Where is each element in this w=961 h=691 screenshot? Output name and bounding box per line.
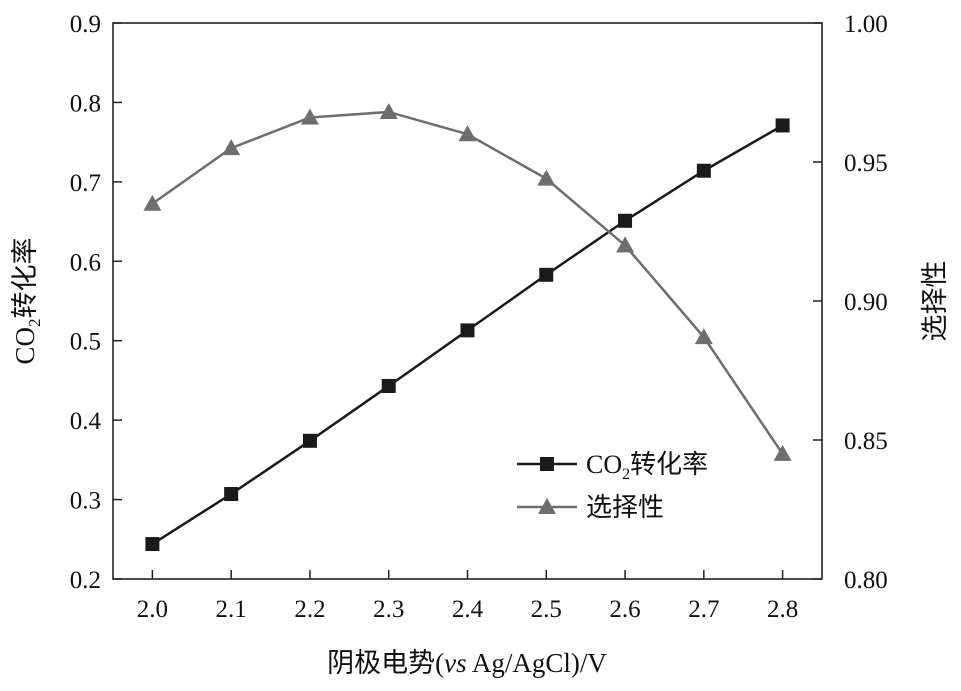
- left-tick-label: 0.5: [70, 329, 101, 356]
- data-point-conversion: [145, 537, 160, 552]
- data-point-selectivity: [694, 328, 713, 345]
- left-tick-label: 0.4: [70, 408, 102, 435]
- right-tick-label: 1.00: [844, 11, 888, 38]
- right-axis-ticks: 0.80 0.85 0.90 0.95 1.00: [813, 11, 888, 594]
- legend-marker-conversion: [540, 457, 554, 471]
- left-tick-label: 0.7: [70, 170, 101, 197]
- legend-label-conversion: CO2转化率: [586, 450, 708, 483]
- data-point-selectivity: [458, 125, 477, 142]
- x-tick-label: 2.6: [609, 596, 640, 623]
- left-tick-label: 0.3: [70, 488, 101, 515]
- data-point-conversion: [224, 487, 239, 502]
- legend-label-conversion-sub: 2: [622, 466, 630, 483]
- plot-frame: [112, 22, 823, 580]
- x-tick-label: 2.1: [216, 596, 247, 623]
- left-tick-label: 0.9: [70, 11, 101, 38]
- left-axis-title-main: CO: [10, 327, 40, 365]
- legend-label-selectivity: 选择性: [586, 493, 664, 522]
- x-axis-title: 阴极电势(vs Ag/AgCl)/V: [327, 648, 607, 678]
- data-point-conversion: [381, 378, 396, 393]
- data-point-conversion: [539, 267, 554, 282]
- data-point-conversion: [696, 163, 711, 178]
- legend: CO2转化率 选择性: [517, 450, 708, 522]
- x-axis-ticks: 2.0 2.1 2.2 2.3 2.4 2.5 2.6 2.7 2.8: [137, 570, 798, 623]
- data-point-selectivity: [143, 194, 162, 211]
- right-axis-title: 选择性: [920, 261, 950, 342]
- right-tick-label: 0.85: [844, 428, 888, 455]
- right-tick-label: 0.90: [844, 289, 888, 316]
- data-point-conversion: [775, 118, 790, 133]
- data-point-selectivity: [616, 236, 635, 253]
- x-axis-title-suffix: Ag/AgCl)/V: [467, 648, 608, 678]
- x-tick-label: 2.7: [688, 596, 719, 623]
- data-point-conversion: [460, 323, 475, 338]
- x-tick-label: 2.5: [531, 596, 562, 623]
- legend-label-conversion-rest: 转化率: [630, 450, 708, 479]
- x-axis-title-italic: vs: [444, 648, 467, 678]
- left-tick-label: 0.8: [70, 90, 101, 117]
- x-tick-label: 2.3: [373, 596, 404, 623]
- left-tick-label: 0.6: [70, 249, 101, 276]
- x-tick-label: 2.2: [294, 596, 325, 623]
- data-point-selectivity: [537, 169, 556, 186]
- left-axis-title: CO2转化率: [10, 237, 44, 364]
- legend-label-conversion-main: CO: [586, 450, 622, 479]
- right-tick-label: 0.95: [844, 150, 888, 177]
- data-point-conversion: [618, 213, 633, 228]
- left-axis-title-rest: 转化率: [10, 237, 40, 318]
- left-axis-ticks: 0.2 0.3 0.4 0.5 0.6 0.7 0.8 0.9: [70, 11, 122, 594]
- series-layer: [143, 102, 792, 552]
- data-point-conversion: [302, 433, 317, 448]
- right-tick-label: 0.80: [844, 567, 888, 594]
- left-tick-label: 0.2: [70, 567, 101, 594]
- data-point-selectivity: [222, 139, 241, 156]
- x-tick-label: 2.0: [137, 596, 168, 623]
- data-point-selectivity: [379, 102, 398, 119]
- x-tick-label: 2.4: [452, 596, 484, 623]
- left-axis-title-sub: 2: [25, 318, 44, 327]
- data-point-selectivity: [300, 108, 319, 125]
- series-line-selectivity: [151, 110, 784, 455]
- x-tick-label: 2.8: [767, 596, 798, 623]
- x-axis-title-prefix: 阴极电势(: [327, 648, 444, 678]
- legend-marker-selectivity: [538, 498, 556, 514]
- data-point-selectivity: [773, 444, 792, 461]
